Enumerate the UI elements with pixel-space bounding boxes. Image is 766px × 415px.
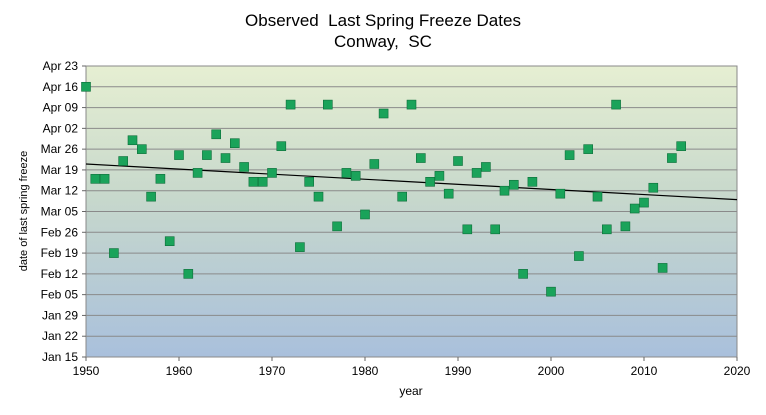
data-point [564,150,575,160]
data-point [574,251,584,261]
data-point [415,153,426,163]
data-point [341,168,352,178]
data-point [369,159,380,169]
data-point [508,179,519,190]
y-axis-label: date of last spring freeze [18,151,30,271]
data-point [146,191,156,202]
y-tick-label: Feb 26 [41,225,79,239]
y-tick-label: Jan 15 [42,350,78,364]
data-point [90,174,101,184]
data-point [397,191,408,202]
data-point [257,177,268,187]
data-point [332,221,342,232]
data-point [350,171,361,181]
data-point [137,144,147,154]
data-point [109,248,119,258]
data-point [462,224,473,235]
data-point [127,135,138,146]
x-tick-label: 1960 [166,364,193,378]
y-tick-label: Feb 05 [41,288,79,302]
data-point [657,263,668,273]
x-tick-label: 1970 [259,364,286,378]
data-point [99,174,110,184]
data-point [81,81,91,92]
data-point [406,99,417,110]
data-point [490,224,501,235]
data-point [295,242,305,252]
data-point [546,286,556,297]
data-point [164,236,175,246]
y-tick-label: Feb 12 [41,267,79,281]
y-tick-label: Mar 12 [41,184,79,198]
x-tick-label: 1990 [445,364,472,378]
y-tick-label: Jan 22 [42,329,78,343]
data-point [322,99,333,110]
y-tick-label: Apr 23 [43,59,79,73]
y-tick-label: Apr 09 [43,101,79,115]
data-point [248,177,259,187]
data-point [481,162,491,172]
chart-title: Observed Last Spring Freeze Dates [245,11,521,30]
data-point [629,203,640,214]
data-point [230,138,240,149]
data-point [155,174,166,184]
data-point [611,99,621,110]
x-tick-label: 1980 [352,364,379,378]
chart-subtitle: Conway, SC [334,32,432,51]
data-point [555,188,566,199]
data-point [601,224,612,235]
data-point [220,153,231,163]
data-point [192,168,203,178]
data-point [425,177,435,187]
data-point [518,269,528,279]
x-tick-label: 2010 [631,364,658,378]
data-point [667,153,677,163]
data-point [434,171,445,181]
data-point [211,129,221,140]
data-point [174,150,184,160]
y-tick-label: Apr 16 [43,80,79,94]
y-tick-label: Mar 19 [41,163,79,177]
data-point [592,191,603,202]
data-point [285,99,296,110]
data-point [583,144,594,154]
data-point [676,141,687,151]
y-tick-label: Mar 26 [41,142,79,156]
data-point [360,209,370,220]
data-point [443,188,454,199]
data-point [378,108,389,119]
data-point [313,191,324,202]
x-tick-label: 2020 [724,364,751,378]
x-axis-label: year [399,384,422,398]
data-point [239,162,249,172]
data-point [267,168,277,178]
y-tick-label: Jan 29 [42,308,78,322]
data-point [639,197,649,208]
data-point [527,177,538,187]
data-point [471,168,482,178]
y-tick-label: Mar 05 [41,205,79,219]
data-point [499,185,510,196]
data-point [453,156,463,166]
data-point [648,182,659,193]
x-tick-label: 1950 [73,364,100,378]
y-tick-label: Apr 02 [43,121,79,135]
data-point [276,141,287,151]
data-point [118,156,128,166]
y-tick-label: Feb 19 [41,246,79,260]
data-point [620,221,631,232]
data-point [183,269,194,279]
data-point [304,177,315,187]
data-point [202,150,212,160]
x-tick-label: 2000 [538,364,565,378]
